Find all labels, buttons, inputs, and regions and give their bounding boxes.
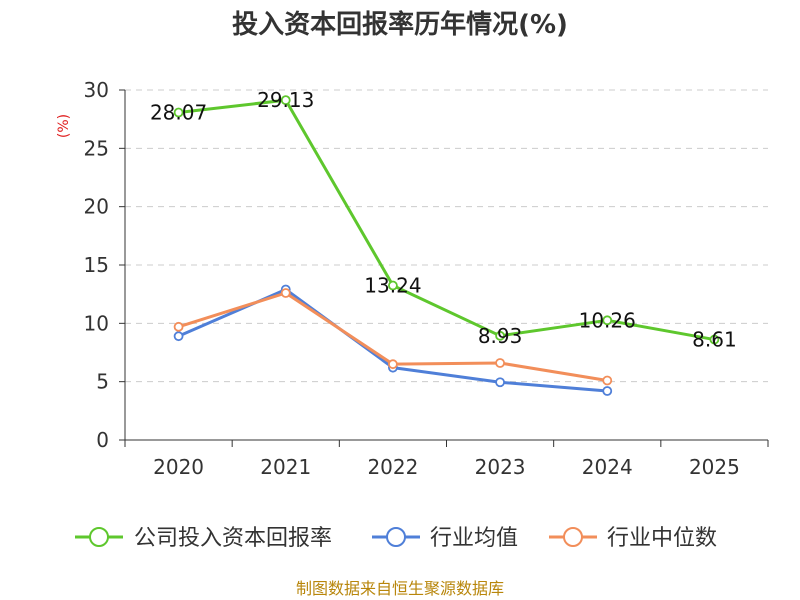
y-tick-label: 0	[96, 428, 109, 452]
y-tick-label: 30	[84, 78, 109, 102]
legend-label: 行业均值	[430, 526, 518, 551]
data-label: 8.61	[692, 328, 737, 352]
y-tick-label: 15	[84, 253, 109, 277]
series-line	[177, 288, 608, 393]
data-point	[173, 331, 184, 342]
series-group	[173, 95, 720, 396]
chart-title: 投入资本回报率历年情况(%)	[232, 9, 568, 40]
y-tick-label: 25	[84, 136, 109, 160]
y-axis-ticks: 0 5 10 15 20 25 30	[84, 78, 125, 452]
x-tick-label: 2023	[475, 455, 526, 479]
y-tick-label: 5	[96, 370, 109, 394]
data-point	[495, 358, 505, 368]
x-axis-ticks: 2020 2021 2022 2023 2024 2025	[124, 440, 769, 479]
series-line	[178, 98, 715, 342]
legend-marker	[89, 527, 109, 547]
y-tick-label: 10	[84, 311, 109, 335]
legend-label: 行业中位数	[607, 526, 717, 551]
x-tick-label: 2024	[582, 455, 633, 479]
legend-marker	[563, 527, 583, 547]
legend: 公司投入资本回报率 行业均值 行业中位数	[75, 526, 717, 551]
data-point	[495, 330, 505, 341]
data-point	[388, 280, 398, 291]
data-label: 29.13	[257, 88, 314, 112]
x-tick-label: 2022	[367, 455, 418, 479]
x-tick-label: 2025	[689, 455, 740, 479]
data-point	[280, 95, 291, 106]
data-point	[709, 334, 720, 345]
data-label: 28.07	[150, 101, 207, 125]
grid-lines	[125, 89, 768, 383]
data-point	[388, 359, 398, 370]
data-point	[173, 107, 184, 118]
data-point	[280, 288, 291, 298]
data-labels: 28.07 29.13 13.24 8.93 10.26 8.61	[150, 88, 737, 351]
data-label: 10.26	[579, 308, 636, 332]
data-point	[602, 315, 613, 326]
data-point	[602, 375, 613, 386]
legend-marker	[386, 527, 406, 547]
y-tick-label: 20	[84, 195, 109, 219]
legend-label: 公司投入资本回报率	[134, 526, 332, 551]
data-point	[495, 377, 505, 388]
x-tick-label: 2020	[153, 455, 204, 479]
data-label: 13.24	[364, 274, 421, 298]
x-tick-label: 2021	[260, 455, 311, 479]
y-axis-label: (%)	[56, 114, 72, 138]
data-point	[173, 321, 184, 332]
source-note: 制图数据来自恒生聚源数据库	[296, 579, 504, 598]
data-label: 8.93	[478, 324, 523, 348]
data-point	[602, 386, 613, 396]
